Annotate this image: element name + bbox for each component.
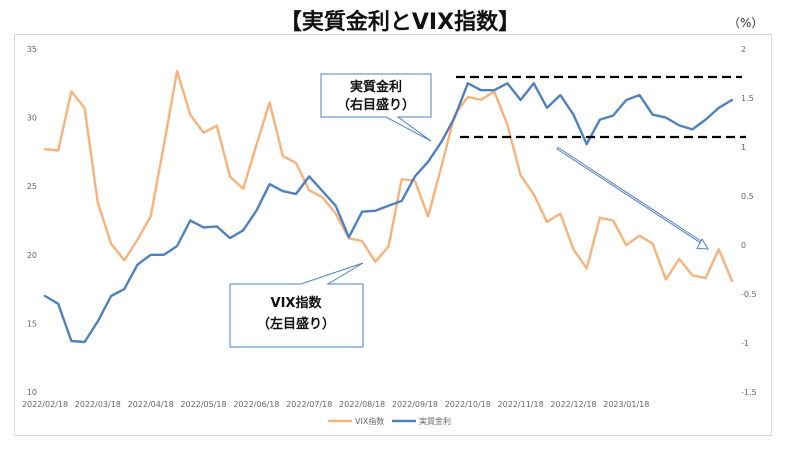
x-axis-tick: 2022/03/18: [75, 400, 121, 409]
x-axis-tick: 2022/06/18: [233, 400, 279, 409]
legend-label-real-rate: 実質金利: [419, 416, 451, 426]
trend-arrow-icon: [556, 146, 709, 250]
right-axis: 2 1.5 1 0.5 0 -0.5 -1 -1.5: [741, 45, 757, 397]
real-rate-callout-line2: （右目盛り）: [337, 97, 415, 113]
left-axis-tick: 35: [27, 45, 37, 54]
legend: VIX指数 実質金利: [328, 416, 451, 426]
plot-area: [43, 69, 734, 344]
vix-callout-line1: VIX指数: [271, 295, 323, 311]
right-axis-tick: 0.5: [741, 192, 754, 201]
x-axis-tick: 2022/10/18: [445, 400, 491, 409]
right-axis-tick: 1: [741, 143, 746, 152]
right-axis-tick: 2: [741, 45, 746, 54]
chart-frame: [14, 34, 772, 436]
x-axis-tick: 2022/04/18: [128, 400, 174, 409]
x-axis-tick: 2022/11/18: [498, 400, 544, 409]
right-axis-tick: 0: [741, 241, 746, 250]
left-axis-tick: 20: [27, 251, 37, 260]
x-axis: 2022/02/18 2022/03/18 2022/04/18 2022/05/18…: [22, 400, 649, 409]
left-axis-tick: 30: [27, 114, 37, 123]
vix-callout: VIX指数 （左目盛り）: [229, 262, 364, 348]
x-axis-tick: 2022/02/18: [22, 400, 68, 409]
x-axis-tick: 2022/08/18: [339, 400, 385, 409]
chart-title: 【実質金利とVIX指数】: [279, 10, 521, 35]
left-axis-tick: 25: [27, 182, 37, 191]
vix-series-line: [43, 69, 734, 283]
real-rate-series-line: [43, 82, 734, 344]
legend-label-vix: VIX指数: [355, 416, 384, 426]
left-axis-tick: 15: [27, 319, 37, 328]
x-axis-tick: 2022/07/18: [286, 400, 332, 409]
x-axis-tick: 2022/12/18: [550, 400, 596, 409]
real-rate-callout: 実質金利 （右目盛り）: [320, 73, 432, 142]
left-axis-tick: 10: [27, 388, 37, 397]
x-axis-tick: 2023/01/18: [603, 400, 649, 409]
right-axis-tick: 1.5: [741, 94, 754, 103]
right-axis-tick: -1.5: [741, 388, 757, 397]
x-axis-tick: 2022/09/18: [392, 400, 438, 409]
right-axis-tick: -1: [741, 339, 749, 348]
right-axis-unit: （%）: [728, 16, 764, 30]
real-rate-callout-line1: 実質金利: [350, 79, 402, 95]
left-axis: 35 30 25 20 15 10: [27, 45, 37, 397]
vix-callout-line2: （左目盛り）: [257, 316, 335, 332]
x-axis-tick: 2022/05/18: [180, 400, 226, 409]
right-axis-tick: -0.5: [741, 290, 757, 299]
